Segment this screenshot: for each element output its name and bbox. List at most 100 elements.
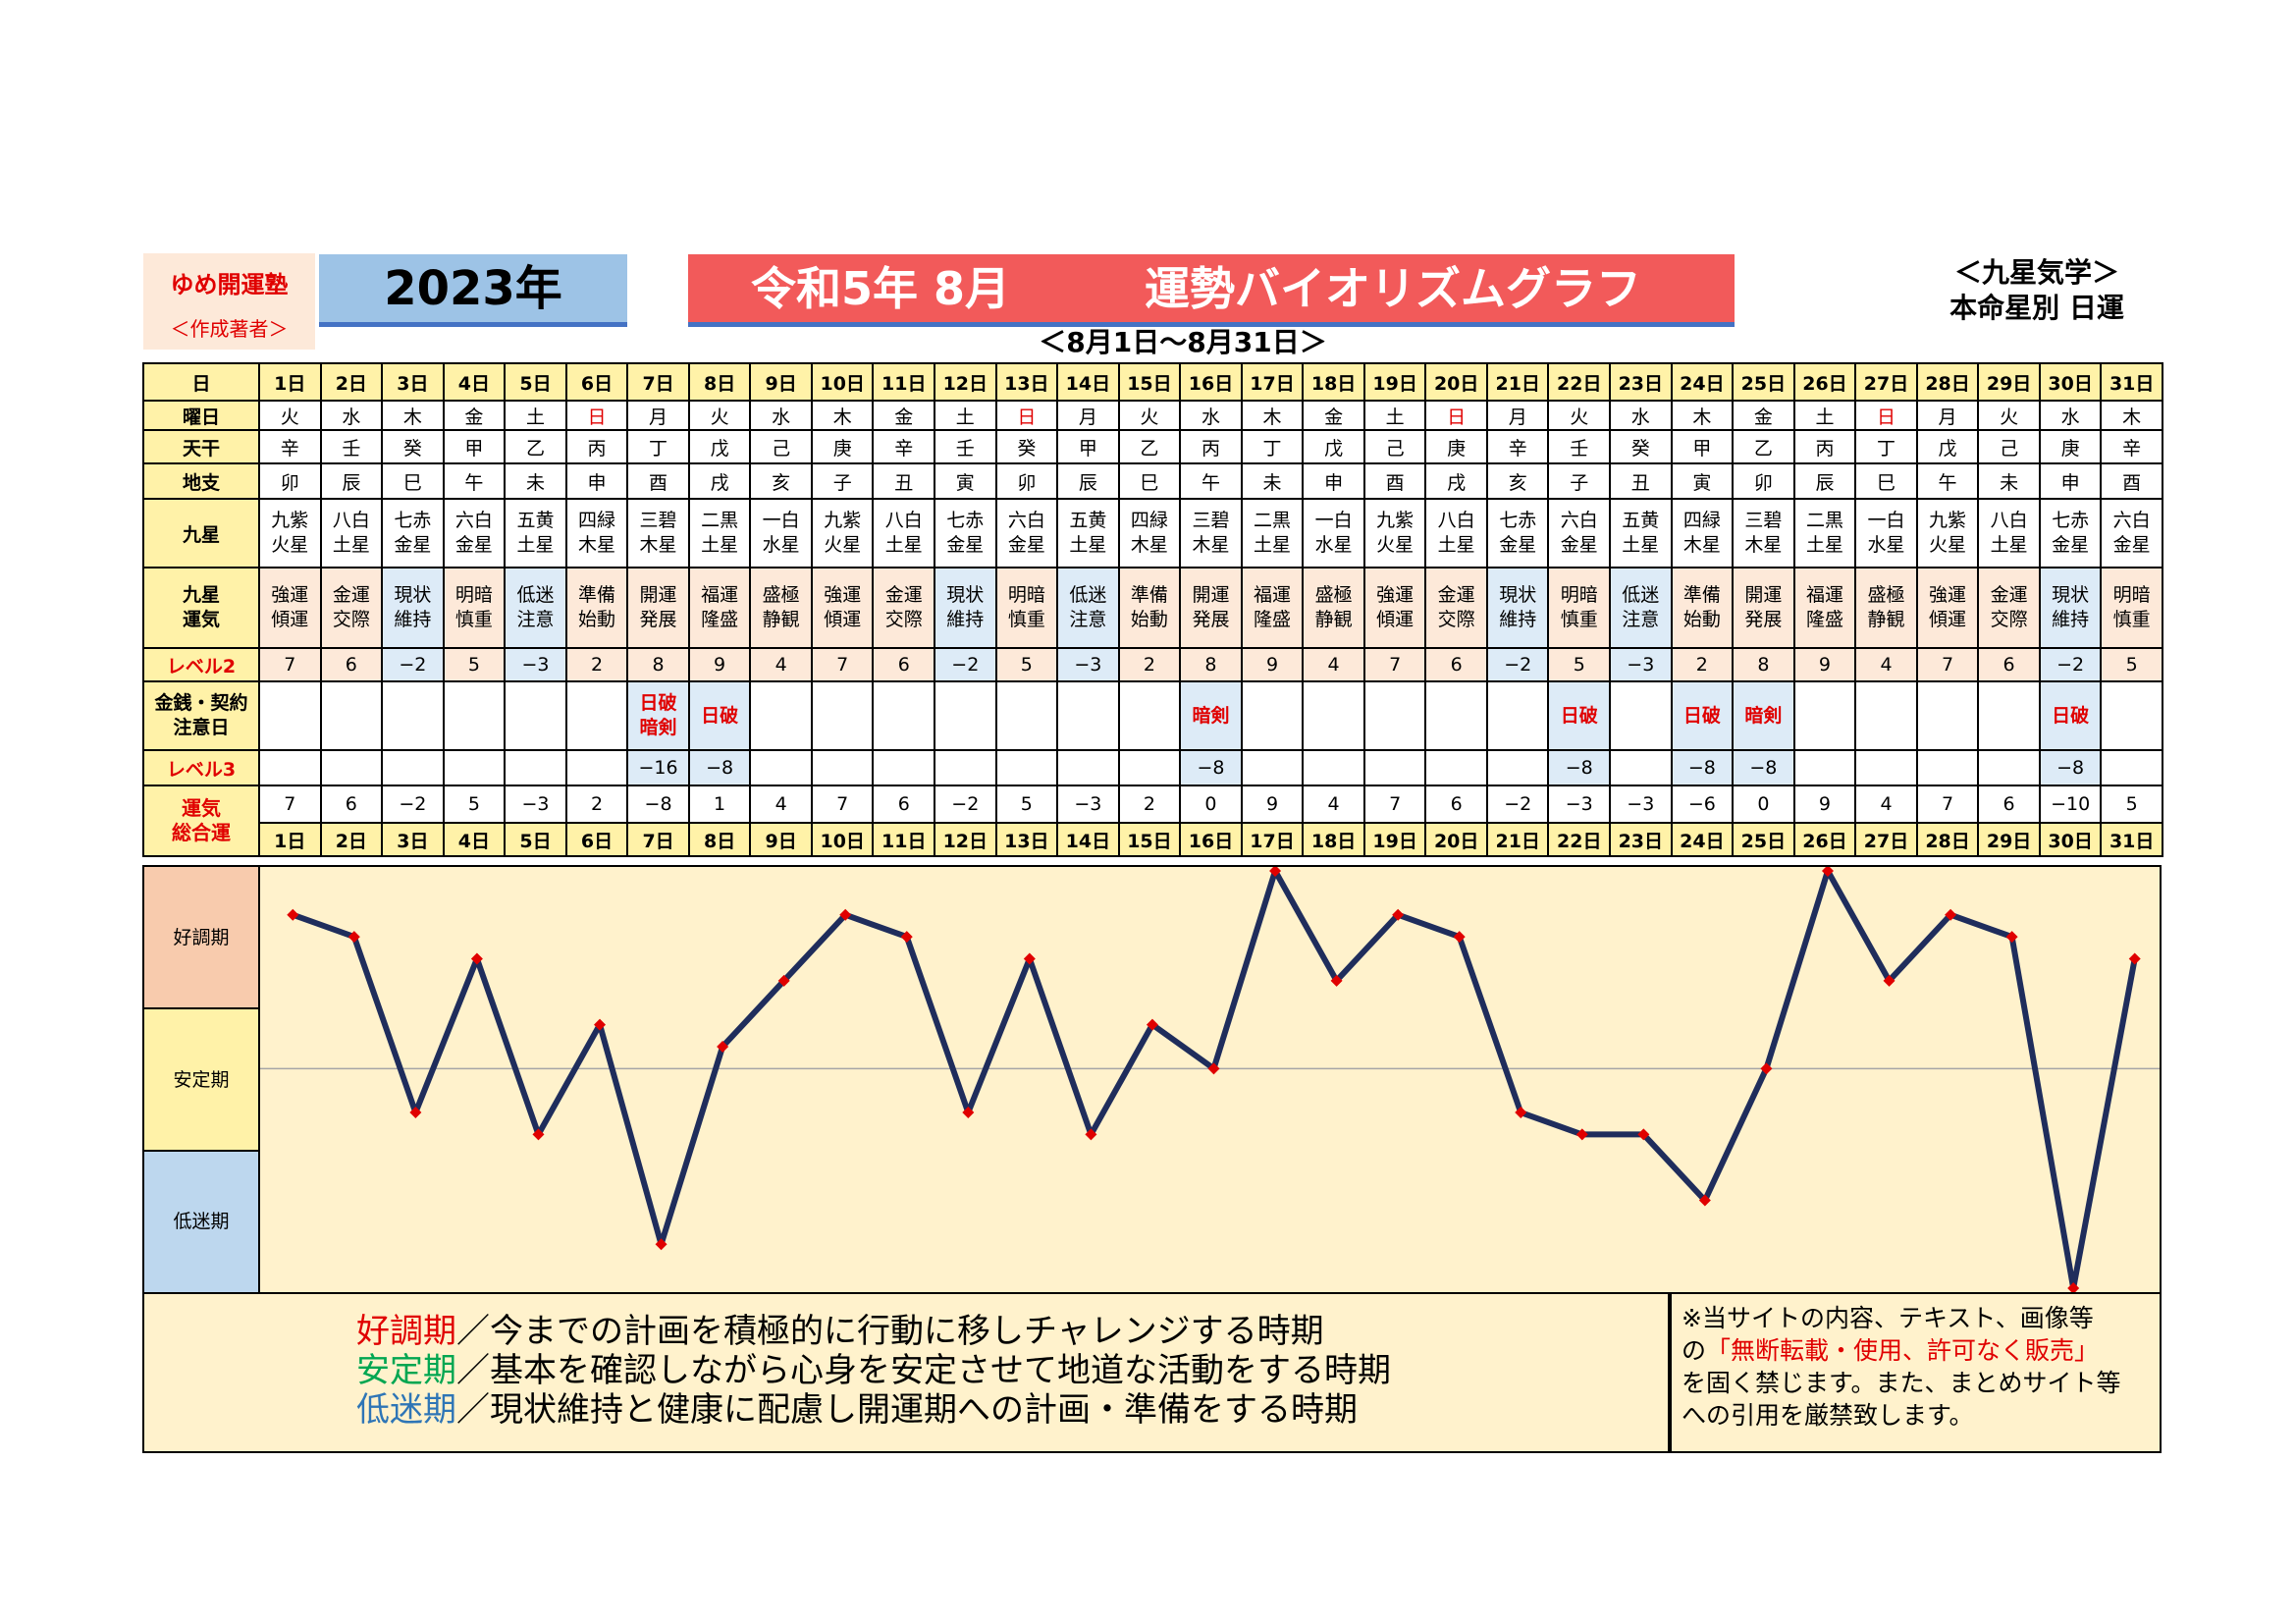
caution-cell (442, 680, 507, 751)
caution-cell (1609, 680, 1673, 751)
unki-cell: 低迷 注意 (1609, 567, 1673, 649)
total-cell: 0 (1732, 785, 1795, 824)
day-cell-bottom: 4日 (442, 822, 507, 857)
kyusei-bottom: 木星 (1192, 534, 1230, 556)
chishi-cell: 未 (504, 462, 567, 500)
kyusei-cell: 三碧 木星 (626, 498, 690, 568)
weekday-cell: 金 (1302, 400, 1365, 431)
unki-bottom: 慎重 (1560, 609, 1598, 630)
unki-cell: 金運 交際 (1977, 567, 2041, 649)
caution-cell: 暗剣 (1179, 680, 1243, 751)
chishi-cell: 卯 (258, 462, 322, 500)
day-cell-bottom: 14日 (1056, 822, 1120, 857)
notice-line1: ※当サイトの内容、テキスト、画像等 (1682, 1304, 2094, 1332)
notice-line4: への引用を厳禁致します。 (1682, 1401, 1974, 1430)
day-cell: 27日 (1854, 362, 1918, 402)
chishi-cell: 午 (442, 462, 507, 500)
unki-bottom: 慎重 (454, 609, 493, 630)
level2-cell: −2 (934, 647, 997, 682)
unki-cell: 金運 交際 (1424, 567, 1488, 649)
label-level2: レベル2 (142, 647, 260, 682)
caution-cell (934, 680, 997, 751)
kyusei-cell: 七赤 金星 (934, 498, 997, 568)
level2-cell: 4 (749, 647, 813, 682)
unki-bottom: 始動 (1130, 609, 1168, 630)
weekday-cell: 火 (258, 400, 322, 431)
kyusei-bottom: 土星 (516, 534, 555, 556)
total-cell: 0 (1179, 785, 1243, 824)
weekday-cell: 水 (749, 400, 813, 431)
level3-cell (1056, 749, 1120, 786)
kyusei-bottom: 土星 (701, 534, 739, 556)
year-label: 2023年 (319, 254, 627, 327)
total-cell: 6 (1424, 785, 1488, 824)
weekday-cell: 土 (934, 400, 997, 431)
kyusei-bottom: 土星 (332, 534, 370, 556)
notice-line3: を固く禁じます。また、まとめサイト等 (1682, 1369, 2121, 1397)
level3-cell (442, 749, 507, 786)
day-cell: 25日 (1732, 362, 1795, 402)
kyusei-top: 六白 (1560, 510, 1598, 531)
series-line (292, 868, 2138, 1291)
caution-cell (994, 680, 1059, 751)
tenkan-cell: 癸 (1609, 429, 1673, 464)
kyusei-cell: 二黒 土星 (687, 498, 752, 568)
data-point (1575, 1128, 1588, 1141)
day-cell-bottom: 5日 (504, 822, 567, 857)
unki-cell: 準備 始動 (1117, 567, 1182, 649)
tenkan-cell: 戊 (1915, 429, 1980, 464)
caution-top: 暗剣 (1192, 704, 1230, 727)
day-cell-bottom: 7日 (626, 822, 690, 857)
day-cell: 28日 (1915, 362, 1980, 402)
kyusei-top: 一白 (762, 510, 800, 531)
level3-cell (258, 749, 322, 786)
chishi-cell: 午 (1915, 462, 1980, 500)
caution-cell (381, 680, 445, 751)
unki-bottom: 維持 (946, 609, 985, 630)
data-point (900, 931, 913, 944)
total-cell: −10 (2038, 785, 2103, 824)
weekday-cell: 火 (1117, 400, 1182, 431)
weekday-cell: 火 (1547, 400, 1612, 431)
tenkan-cell: 辛 (2100, 429, 2163, 464)
unki-bottom: 静観 (762, 609, 800, 630)
kyusei-cell: 四緑 木星 (564, 498, 629, 568)
day-cell: 31日 (2100, 362, 2163, 402)
unki-cell: 強運 傾運 (1362, 567, 1427, 649)
kyusei-top: 七赤 (394, 510, 432, 531)
weekday-cell: 水 (2038, 400, 2103, 431)
total-cell: −2 (1485, 785, 1550, 824)
day-cell-bottom: 11日 (872, 822, 936, 857)
unki-bottom: 発展 (1192, 609, 1230, 630)
level3-cell: −8 (687, 749, 752, 786)
kyusei-bottom: 火星 (1376, 534, 1415, 556)
caution-top: 日破 (1560, 704, 1598, 727)
data-point (1821, 867, 1834, 877)
chishi-cell: 丑 (872, 462, 936, 500)
caution-cell (1977, 680, 2041, 751)
unki-bottom: 静観 (1314, 609, 1353, 630)
unki-cell: 低迷 注意 (1056, 567, 1120, 649)
kyusei-bottom: 土星 (1990, 534, 2028, 556)
total-cell: 7 (810, 785, 875, 824)
tenkan-cell: 壬 (1547, 429, 1612, 464)
brand-author-label: ＜作成著者＞ (170, 317, 289, 341)
level2-cell: −3 (504, 647, 567, 682)
caution-cell (1915, 680, 1980, 751)
kyusei-top: 九紫 (1376, 510, 1415, 531)
unki-bottom: 維持 (2052, 609, 2090, 630)
kyusei-cell: 四緑 木星 (1670, 498, 1735, 568)
level2-cell: −2 (1485, 647, 1550, 682)
chishi-cell: 酉 (626, 462, 690, 500)
caution-cell (564, 680, 629, 751)
plot-background (260, 867, 2160, 1292)
day-cell: 2日 (319, 362, 384, 402)
caution-cell (504, 680, 567, 751)
level2-cell: 6 (1977, 647, 2041, 682)
unki-cell: 明暗 慎重 (2100, 567, 2163, 649)
caution-top: 日破 (701, 704, 739, 727)
kyusei-top: 三碧 (639, 510, 677, 531)
data-point (1023, 952, 1036, 965)
day-cell-bottom: 30日 (2038, 822, 2103, 857)
kyusei-cell: 三碧 木星 (1179, 498, 1243, 568)
